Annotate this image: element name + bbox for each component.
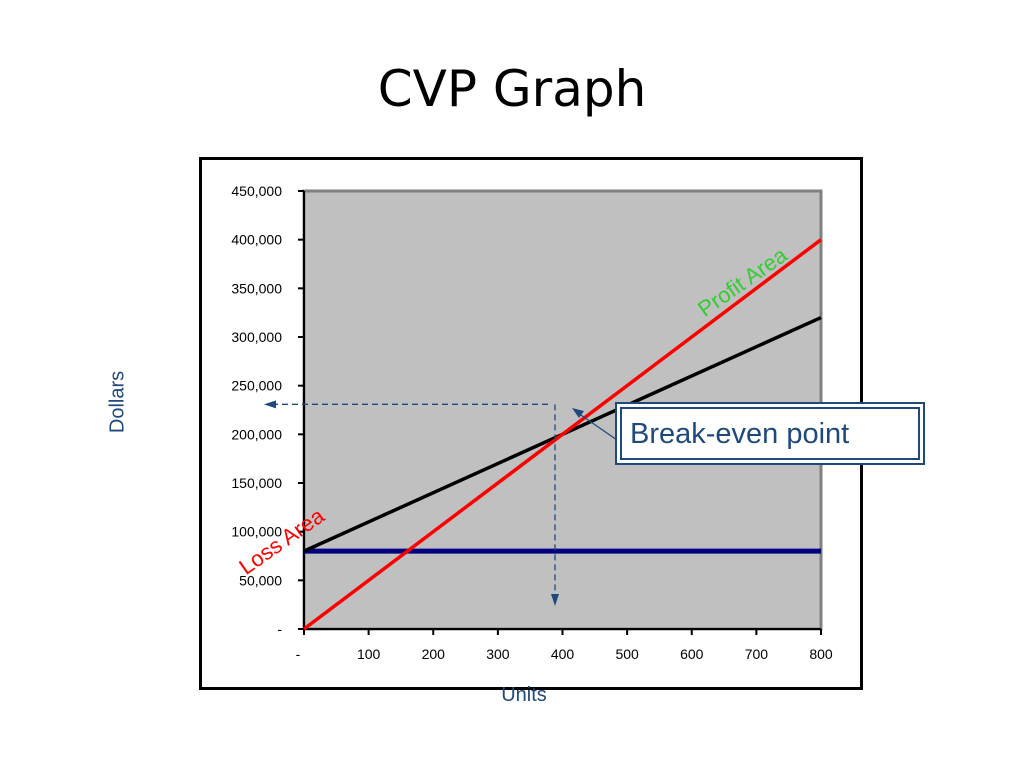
x-tick-label: 100	[357, 646, 381, 662]
x-axis-title: Units	[501, 684, 547, 706]
x-tick-label: -	[296, 646, 301, 662]
x-tick-label: 200	[422, 646, 446, 662]
x-tick-label: 800	[809, 646, 833, 662]
x-tick-label: 600	[680, 646, 704, 662]
y-tick-label: 400,000	[231, 232, 282, 248]
y-tick-label: 200,000	[231, 426, 282, 442]
vertical-guide-arrowhead	[551, 594, 559, 606]
y-tick-label: 100,000	[231, 524, 282, 540]
x-tick-label: 400	[551, 646, 575, 662]
y-tick-label: 300,000	[231, 329, 282, 345]
y-axis-title: Dollars	[106, 370, 129, 434]
horizontal-guide-arrowhead	[264, 400, 276, 409]
x-tick-label: 700	[745, 646, 769, 662]
callout-pointer-arrowhead	[572, 408, 584, 418]
callout-pointer	[577, 412, 618, 441]
break-even-guides	[264, 400, 618, 606]
y-tick-label: 50,000	[239, 572, 282, 588]
x-tick-label: 300	[486, 646, 510, 662]
y-tick-label: 350,000	[231, 280, 282, 296]
y-tick-label: 150,000	[231, 475, 282, 491]
ticks: - 50,000 100,000 150,000 200,000 250,000 300,0…	[231, 183, 833, 662]
y-tick-label: 450,000	[231, 183, 282, 199]
y-tick-label: 250,000	[231, 378, 282, 394]
slide-title: CVP Graph	[377, 60, 647, 118]
series	[302, 238, 823, 631]
break-even-callout-text: Break-even point	[620, 407, 920, 460]
y-tick-label: -	[277, 621, 282, 637]
break-even-callout: Break-even point	[615, 402, 925, 465]
revenue-line	[302, 238, 823, 631]
x-tick-label: 500	[615, 646, 639, 662]
